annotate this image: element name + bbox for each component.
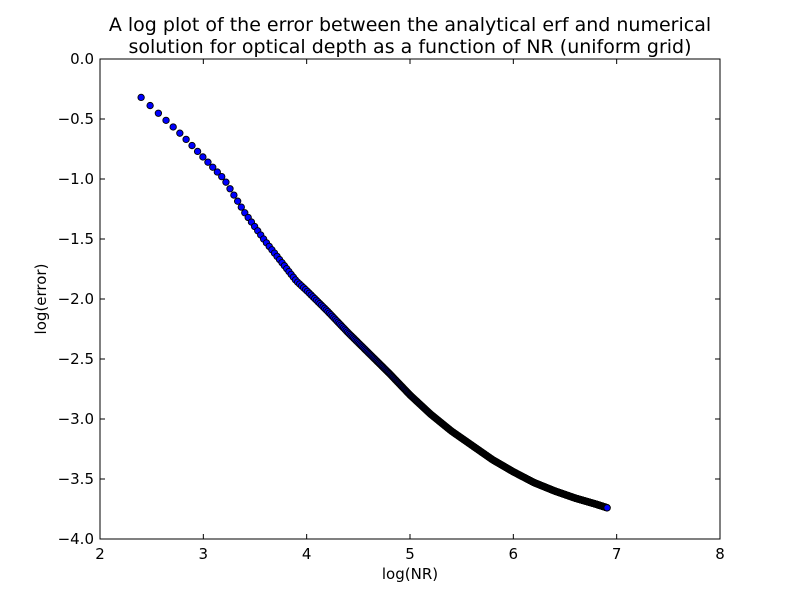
chart-title-line-1: A log plot of the error between the anal… [109,14,711,36]
scatter-point [193,147,202,156]
scatter-point [154,109,163,117]
plot-area: 2 3 4 5 6 7 8 0.0 −0.5 −1.0 −1.5 −2.0 −2.5 −3.0 −3.5 −… [58,50,725,563]
x-tick-label: 3 [199,545,209,563]
x-tick-label: 2 [95,545,105,563]
scatter-point [176,129,184,137]
scatter-markers [137,93,611,512]
scatter-point [182,135,190,144]
chart-title-line-2: solution for optical depth as a function… [128,36,691,58]
scatter-point [218,172,226,181]
scatter-point [137,93,145,102]
x-tick-label: 6 [509,545,519,563]
scatter-point [603,504,611,512]
y-tick-label: −2.0 [58,290,94,308]
y-tick-label: −4.0 [58,530,94,548]
scatter-point [146,101,154,110]
y-tick-label: −2.5 [58,350,94,368]
x-tick-label: 5 [405,545,415,563]
scatter-point [234,197,242,205]
y-tick-label: −1.5 [58,230,94,248]
y-tick-label: −3.0 [58,410,94,428]
y-tick-label: −1.0 [58,170,94,188]
y-tick-label: 0.0 [70,50,94,68]
scatter-point [204,158,212,166]
scatter-point [199,153,207,161]
y-axis-label: log(error) [32,264,50,335]
x-tick-label: 7 [612,545,622,563]
scatter-point [169,123,177,131]
scatter-point [226,185,234,193]
y-axis-ticks: 0.0 −0.5 −1.0 −1.5 −2.0 −2.5 −3.0 −3.5 −4.0 [58,50,720,548]
y-tick-label: −0.5 [58,110,94,128]
scatter-point [230,191,238,199]
scatter-point [237,203,245,211]
scatter-point [209,163,217,171]
x-tick-label: 8 [715,545,725,563]
scatter-point [222,178,230,186]
y-tick-label: −3.5 [58,470,94,488]
scatter-point [188,141,196,150]
x-axis-label: log(NR) [382,565,438,583]
x-axis-ticks: 2 3 4 5 6 7 8 [95,59,725,563]
x-tick-label: 4 [302,545,312,563]
scatter-point [162,116,170,125]
scatter-point [213,168,221,176]
